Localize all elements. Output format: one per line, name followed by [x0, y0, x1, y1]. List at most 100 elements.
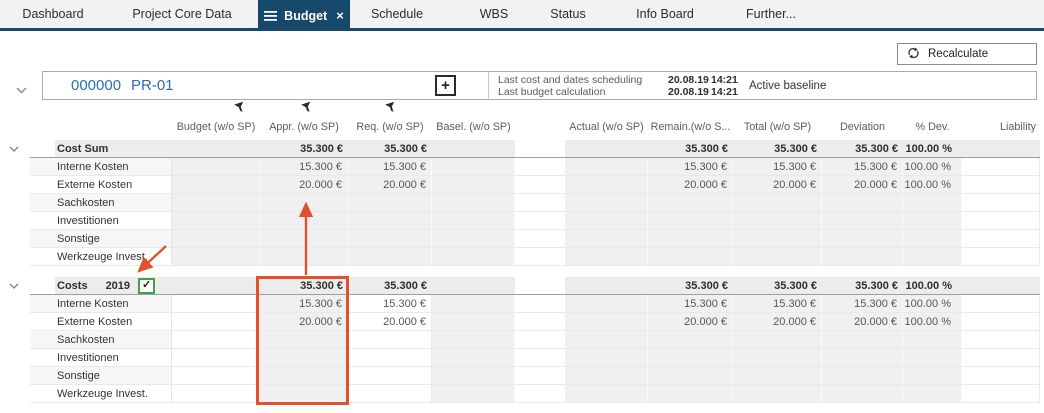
cell-liab: [962, 295, 1040, 313]
filter-icon[interactable]: [301, 101, 314, 119]
column-header[interactable]: Deviation: [839, 121, 885, 133]
row-label: Investitionen: [55, 349, 172, 367]
group-cell-basel: [432, 277, 515, 295]
cell-budget[interactable]: [172, 295, 260, 313]
cell-liab: [962, 194, 1040, 212]
cell-dev: [822, 385, 903, 403]
cell-appr: [260, 248, 348, 266]
add-button[interactable]: +: [435, 75, 456, 96]
group-cell-actual: [565, 277, 648, 295]
group-label: Cost Sum: [57, 142, 109, 155]
tab-budget[interactable]: Budget ×: [258, 0, 350, 31]
column-header[interactable]: Basel. (w/o SP): [436, 121, 511, 133]
cell-basel: [432, 349, 515, 367]
group-cell-dev: 35.300 €: [822, 140, 903, 158]
cell-pdev: [903, 212, 962, 230]
gap-cell: [515, 385, 565, 403]
cell-budget[interactable]: [172, 385, 260, 403]
cell-req[interactable]: [348, 385, 432, 403]
cell-req[interactable]: [348, 367, 432, 385]
table-row: Externe Kosten 20.000 €20.000 €20.000 €20…: [0, 313, 1040, 331]
filter-icon[interactable]: [234, 101, 247, 119]
row-gutter: [0, 230, 30, 248]
column-header[interactable]: Total (w/o SP): [743, 121, 812, 133]
cell-actual: [565, 212, 648, 230]
plus-icon: +: [441, 77, 450, 94]
column-header[interactable]: Actual (w/o SP): [569, 121, 644, 133]
cell-budget: [172, 194, 260, 212]
tab-schedule[interactable]: Schedule: [370, 7, 424, 21]
cell-budget[interactable]: [172, 349, 260, 367]
row-pad: [30, 331, 55, 349]
cell-req[interactable]: 20.000 €: [348, 313, 432, 331]
row-label: Sachkosten: [55, 331, 172, 349]
recalculate-button[interactable]: Recalculate: [897, 43, 1037, 65]
project-name-link[interactable]: PR-01: [131, 77, 174, 94]
row-gutter: [0, 194, 30, 212]
tab-wbs[interactable]: WBS: [479, 7, 509, 21]
cell-liab: [962, 158, 1040, 176]
column-header[interactable]: Req. (w/o SP): [356, 121, 424, 133]
cell-pdev: [903, 385, 962, 403]
cell-total: 20.000 €: [733, 313, 822, 331]
cell-req[interactable]: [348, 331, 432, 349]
row-label: Werkzeuge Invest.: [55, 248, 172, 266]
section-gap: [0, 266, 1040, 277]
cell-appr: [260, 367, 348, 385]
group-expander[interactable]: [0, 140, 30, 158]
cell-remain: [648, 331, 733, 349]
group-row: Costs 2019 ✓ 35.300 €35.300 €35.300 €35.300…: [0, 277, 1040, 295]
cell-budget[interactable]: [172, 331, 260, 349]
tab-further[interactable]: Further...: [745, 7, 797, 21]
row-gutter: [0, 212, 30, 230]
cell-total: [733, 331, 822, 349]
hamburger-icon[interactable]: [264, 10, 278, 21]
close-icon[interactable]: ×: [336, 8, 344, 23]
cell-pdev: [903, 331, 962, 349]
cell-actual: [565, 385, 648, 403]
cell-basel: [432, 194, 515, 212]
group-label-cell: Cost Sum: [55, 140, 172, 158]
column-header[interactable]: Appr. (w/o SP): [269, 121, 339, 133]
cell-req[interactable]: [348, 349, 432, 367]
project-expander-chevron-icon[interactable]: [16, 81, 27, 99]
column-header[interactable]: Liability: [999, 121, 1036, 133]
group-cell-appr: 35.300 €: [260, 277, 348, 295]
tab-project-core-data[interactable]: Project Core Data: [132, 7, 232, 21]
tab-dashboard[interactable]: Dashboard: [22, 7, 84, 21]
filter-icon[interactable]: [385, 101, 398, 119]
group-label: Costs: [57, 279, 88, 292]
header-spacer: [55, 118, 172, 136]
column-header[interactable]: Budget (w/o SP): [176, 121, 256, 133]
column-header[interactable]: Remain.(w/o S...: [650, 121, 731, 133]
cell-liab: [962, 176, 1040, 194]
tab-info-board[interactable]: Info Board: [636, 7, 694, 21]
cell-budget[interactable]: [172, 367, 260, 385]
cell-remain: 20.000 €: [648, 176, 733, 194]
costs-year-checkbox[interactable]: ✓: [138, 277, 156, 294]
cell-req[interactable]: 15.300 €: [348, 295, 432, 313]
cell-budget[interactable]: [172, 313, 260, 331]
project-id-link[interactable]: 000000: [71, 77, 122, 94]
row-gutter: [0, 176, 30, 194]
tab-status[interactable]: Status: [550, 7, 586, 21]
cell-liab: [962, 349, 1040, 367]
cell-total: 15.300 €: [733, 295, 822, 313]
cell-remain: [648, 367, 733, 385]
gap-cell: [515, 295, 565, 313]
cell-pdev: 100.00 %: [903, 176, 962, 194]
row-label: Werkzeuge Invest.: [55, 385, 172, 403]
cell-remain: [648, 212, 733, 230]
group-expander[interactable]: [0, 277, 30, 295]
gap-cell: [515, 158, 565, 176]
row-gutter: [0, 158, 30, 176]
cell-basel: [432, 176, 515, 194]
row-pad: [30, 349, 55, 367]
row-label: Externe Kosten: [55, 176, 172, 194]
column-header[interactable]: % Dev.: [915, 121, 950, 133]
header-spacer: [0, 118, 30, 136]
cell-remain: [648, 248, 733, 266]
cell-appr: 20.000 €: [260, 313, 348, 331]
row-gutter: [0, 313, 30, 331]
cell-budget: [172, 212, 260, 230]
